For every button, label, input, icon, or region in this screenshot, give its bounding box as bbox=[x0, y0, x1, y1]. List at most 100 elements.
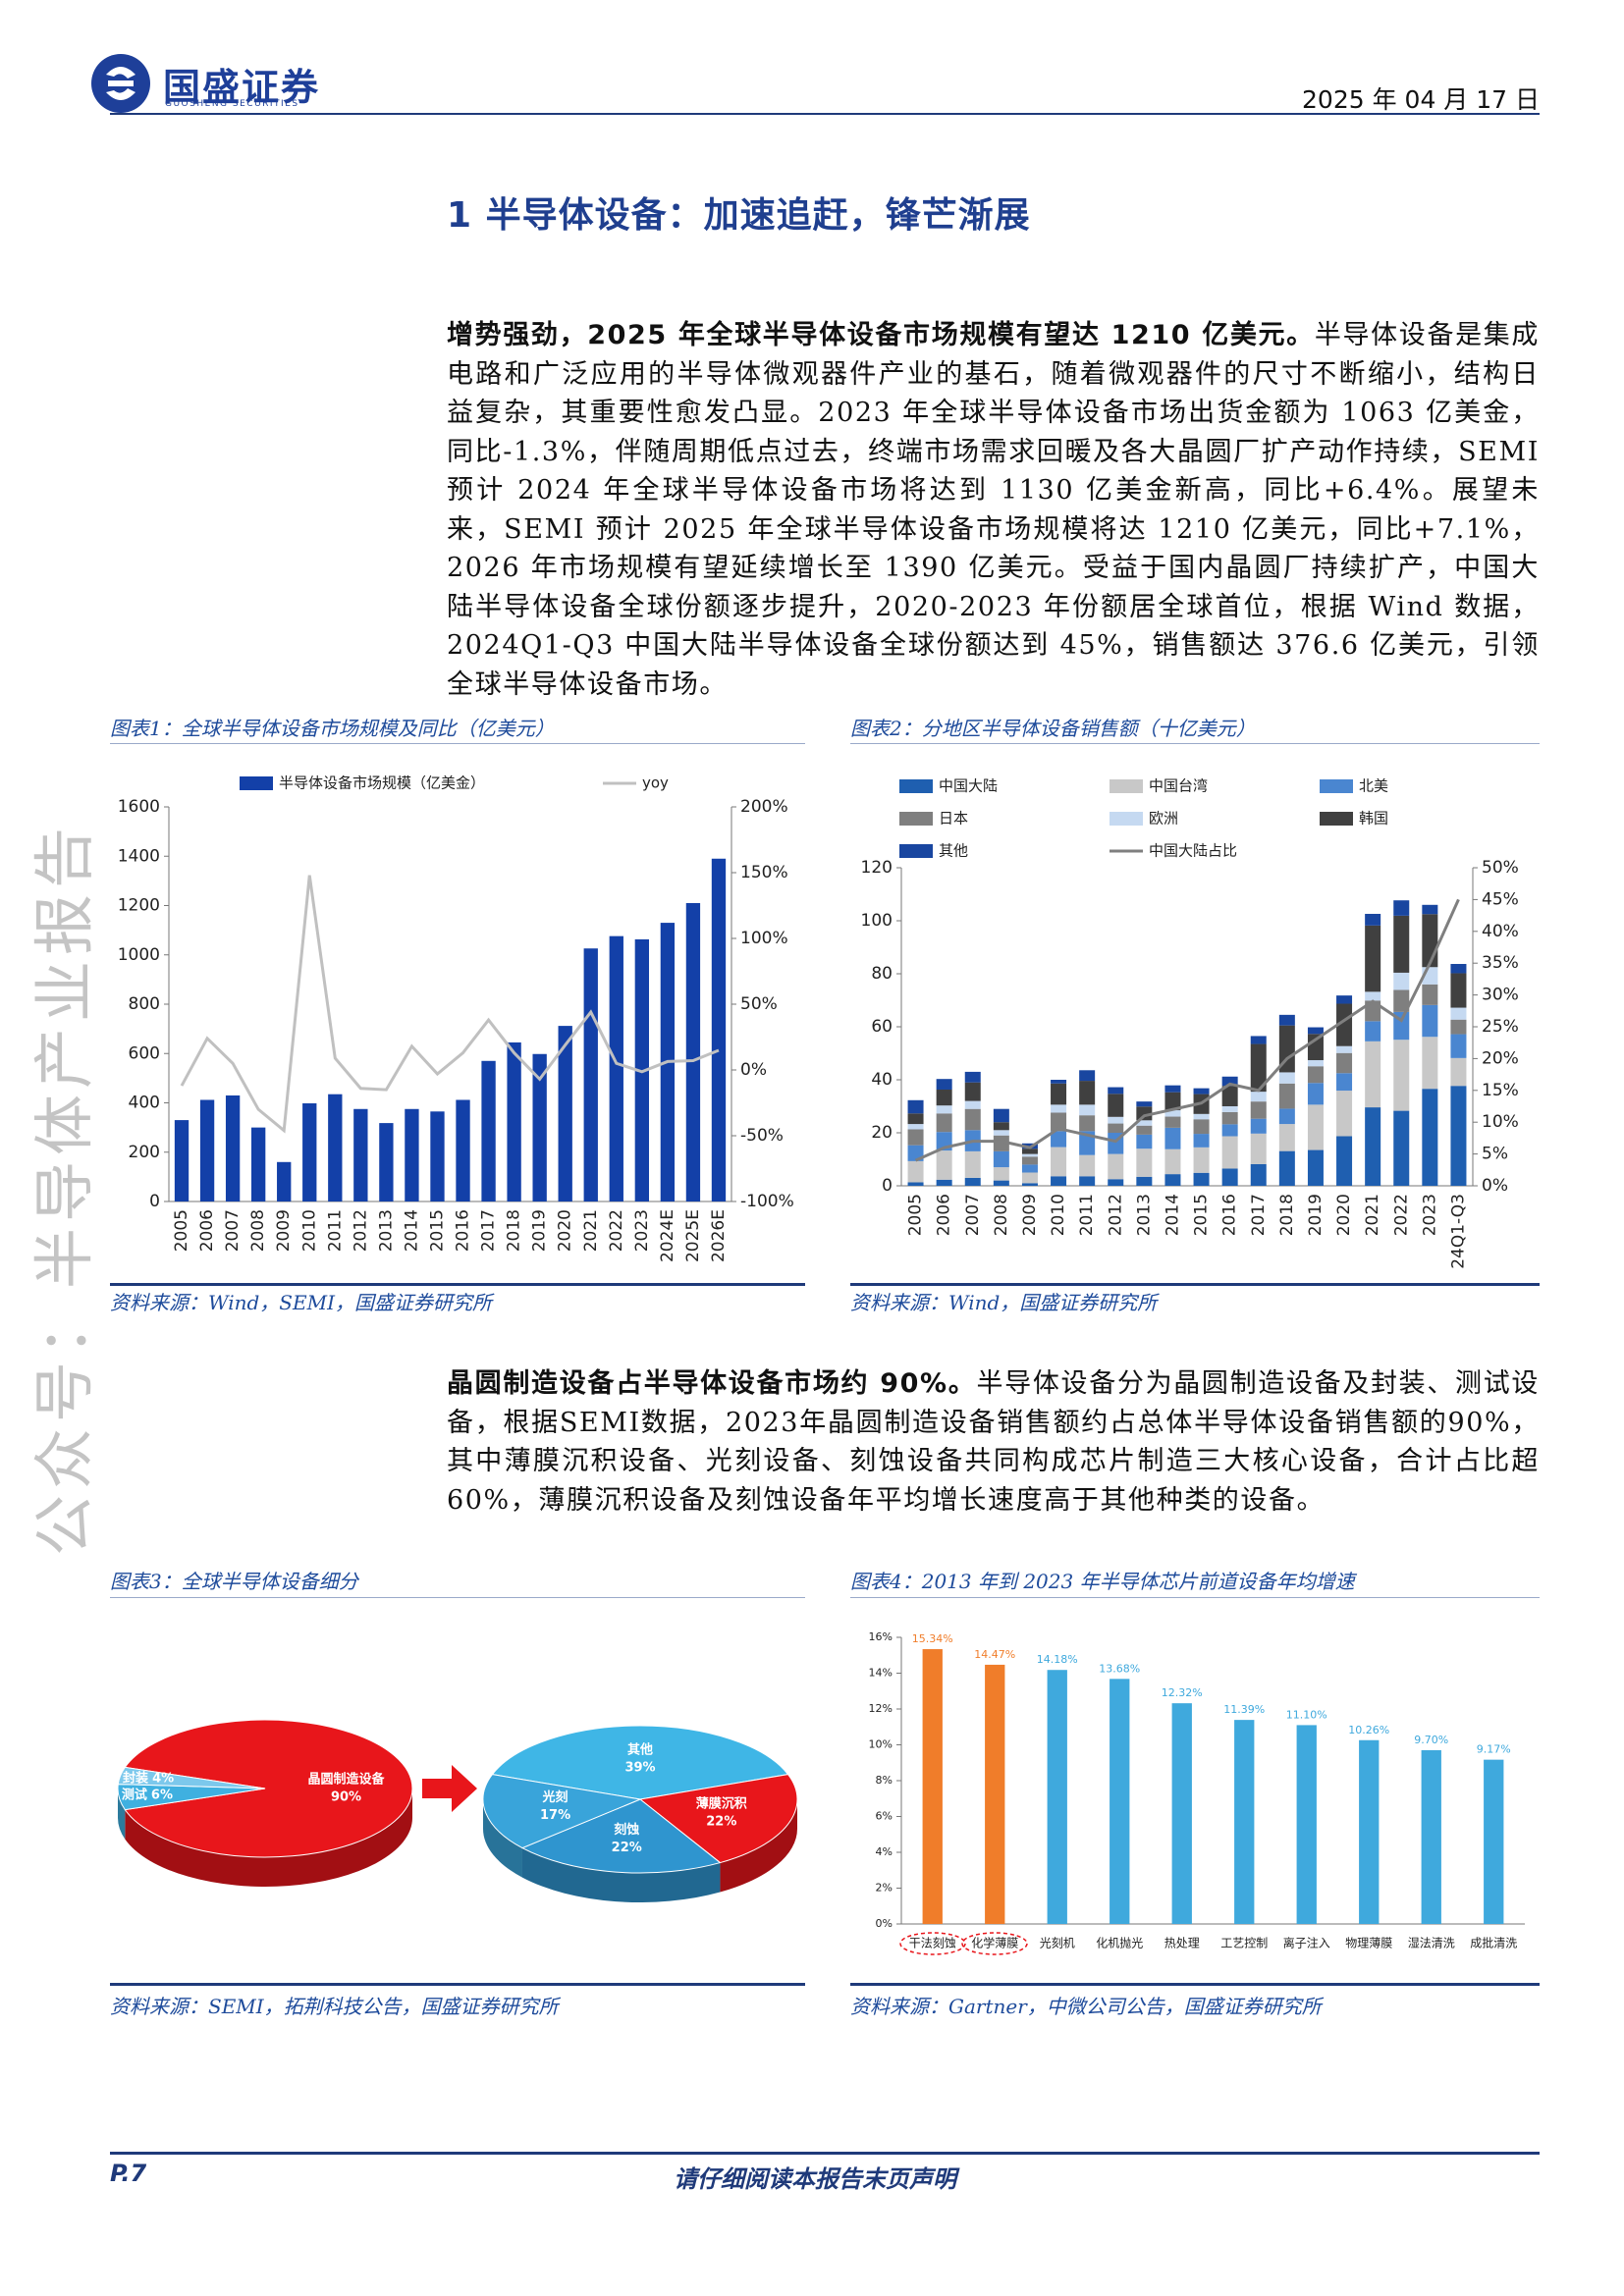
x-tick-label: 2010 bbox=[299, 1209, 319, 1252]
x-tick-label: 2012 bbox=[1106, 1194, 1125, 1236]
pie-slice bbox=[491, 1725, 789, 1800]
bar bbox=[1171, 1703, 1192, 1924]
y2-tick-label: 5% bbox=[1482, 1145, 1508, 1164]
y-tick-label: 1000 bbox=[118, 945, 160, 965]
bar bbox=[225, 1095, 241, 1201]
value-label: 10.26% bbox=[1348, 1724, 1389, 1736]
legend-swatch bbox=[899, 812, 933, 826]
bar bbox=[1422, 1004, 1438, 1038]
y2-tick-label: 20% bbox=[1482, 1048, 1519, 1068]
bar bbox=[964, 1177, 981, 1186]
bar bbox=[1193, 1119, 1210, 1135]
bar bbox=[1307, 1060, 1324, 1067]
bar bbox=[1365, 1107, 1381, 1186]
bar bbox=[1136, 1134, 1153, 1149]
bar bbox=[1450, 973, 1467, 1008]
bar bbox=[685, 902, 701, 1201]
x-tick-label: 2023 bbox=[1420, 1194, 1439, 1236]
y-tick-label: 0 bbox=[149, 1192, 160, 1211]
y-tick-label: 20 bbox=[871, 1123, 893, 1143]
x-tick-label: 2012 bbox=[351, 1209, 370, 1252]
y2-tick-label: 50% bbox=[1482, 858, 1519, 878]
bar bbox=[1250, 1163, 1267, 1186]
bar bbox=[1336, 1003, 1353, 1046]
legend-swatch bbox=[899, 844, 933, 858]
x-tick-label: 干法刻蚀 bbox=[909, 1937, 956, 1950]
x-tick-label: 2022 bbox=[1391, 1194, 1411, 1236]
bar bbox=[1359, 1739, 1380, 1924]
slice-label: 光刻 bbox=[542, 1789, 568, 1805]
x-tick-label: 2006 bbox=[197, 1209, 217, 1252]
bar bbox=[1136, 1120, 1153, 1126]
bar bbox=[1110, 1679, 1130, 1924]
bar bbox=[1393, 1110, 1410, 1186]
bar bbox=[907, 1099, 924, 1114]
bar bbox=[1051, 1131, 1067, 1148]
x-tick-label: 2014 bbox=[402, 1209, 421, 1252]
x-tick-label: 2020 bbox=[556, 1209, 575, 1252]
bar bbox=[1278, 1108, 1295, 1125]
x-tick-label: 成批清洗 bbox=[1470, 1936, 1517, 1950]
bar bbox=[1051, 1112, 1067, 1132]
bar bbox=[1278, 1150, 1295, 1186]
bar bbox=[1021, 1156, 1038, 1165]
bar bbox=[993, 1122, 1009, 1131]
value-label: 11.10% bbox=[1286, 1708, 1327, 1721]
x-tick-label: 2019 bbox=[530, 1209, 550, 1252]
slice-value: 6% bbox=[151, 1788, 173, 1802]
x-tick-label: 工艺控制 bbox=[1220, 1937, 1268, 1950]
slice-value: 90% bbox=[331, 1790, 361, 1805]
y-tick-label: 80 bbox=[871, 964, 893, 984]
bar bbox=[907, 1160, 924, 1183]
y2-tick-label: 15% bbox=[1482, 1081, 1519, 1100]
bar bbox=[1079, 1115, 1096, 1132]
x-tick-label: 2021 bbox=[1363, 1194, 1382, 1236]
slice-value: 22% bbox=[612, 1841, 642, 1855]
bar bbox=[936, 1113, 952, 1133]
highlight bbox=[899, 1932, 966, 1955]
y-tick-label: 12% bbox=[869, 1702, 893, 1715]
x-tick-label: 2005 bbox=[906, 1194, 926, 1236]
figure-rule bbox=[110, 1983, 805, 1986]
y-tick-label: 2% bbox=[876, 1882, 893, 1895]
slice-value: 22% bbox=[706, 1814, 736, 1829]
x-tick-label: 物理薄膜 bbox=[1345, 1936, 1392, 1950]
value-label: 9.17% bbox=[1477, 1743, 1511, 1756]
legend-label: 中国大陆 bbox=[939, 777, 998, 795]
bar bbox=[1250, 1133, 1267, 1164]
y2-tick-label: -50% bbox=[740, 1126, 784, 1146]
y-tick-label: 60 bbox=[871, 1017, 893, 1037]
bar bbox=[1079, 1081, 1096, 1105]
bar bbox=[1079, 1154, 1096, 1177]
y-tick-label: 800 bbox=[129, 994, 160, 1014]
bar bbox=[1164, 1110, 1181, 1117]
legend-swatch bbox=[899, 779, 933, 793]
bar bbox=[1365, 925, 1381, 992]
bar bbox=[1450, 1019, 1467, 1035]
bar bbox=[1393, 900, 1410, 916]
x-tick-label: 2011 bbox=[325, 1209, 345, 1252]
paragraph-body: 半导体设备分为晶圆制造设备及封装、测试设备，根据SEMI数据，2023年晶圆制造… bbox=[447, 1368, 1541, 1516]
bar bbox=[1136, 1176, 1153, 1186]
slice-label: 薄膜沉积 bbox=[696, 1795, 747, 1811]
bar bbox=[1336, 1052, 1353, 1074]
bar bbox=[1278, 1124, 1295, 1151]
bar bbox=[507, 1041, 521, 1201]
y-tick-label: 400 bbox=[129, 1094, 160, 1113]
y-tick-label: 120 bbox=[861, 858, 893, 878]
highlight bbox=[961, 1932, 1028, 1955]
bar bbox=[993, 1150, 1009, 1168]
header-rule bbox=[110, 113, 1540, 115]
y-tick-label: 1400 bbox=[118, 846, 160, 866]
x-tick-label: 2006 bbox=[935, 1194, 954, 1236]
bar bbox=[1393, 915, 1410, 973]
figure-rule bbox=[110, 1597, 805, 1598]
logo-bar bbox=[108, 80, 134, 86]
bar bbox=[1193, 1113, 1210, 1120]
paragraph: 晶圆制造设备占半导体设备市场约 90%。半导体设备分为晶圆制造设备及封装、测试设… bbox=[447, 1364, 1540, 1520]
figure-rule bbox=[850, 743, 1540, 744]
bar bbox=[1136, 1125, 1153, 1135]
y-tick-label: 100 bbox=[861, 911, 893, 931]
x-tick-label: 24Q1-Q3 bbox=[1448, 1194, 1468, 1269]
bar bbox=[993, 1135, 1009, 1151]
